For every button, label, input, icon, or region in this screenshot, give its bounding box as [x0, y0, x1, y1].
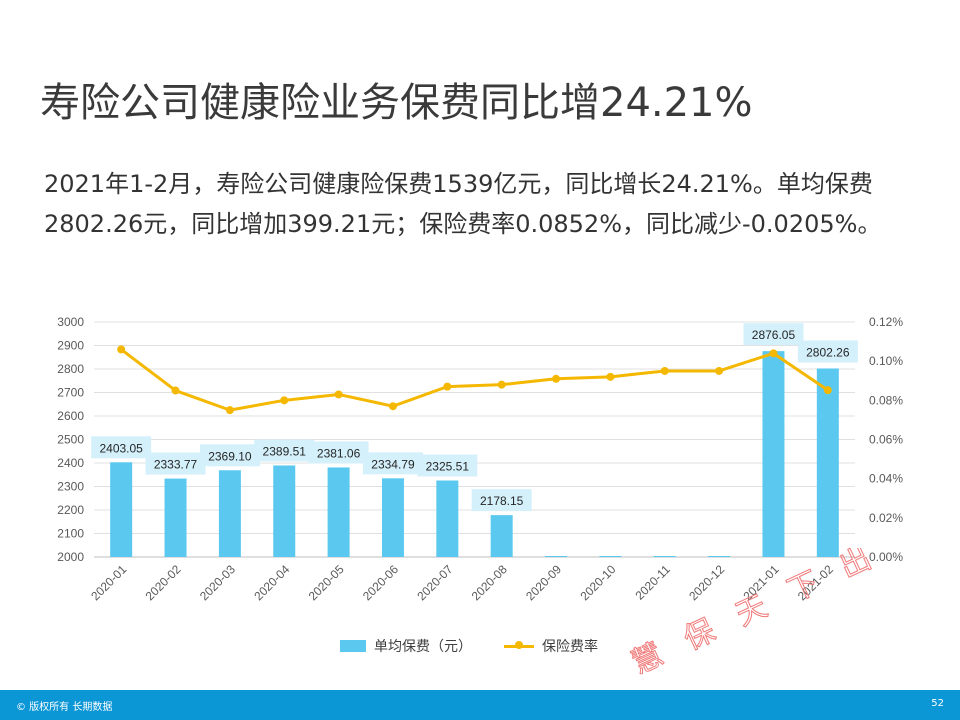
left-axis-tick-label: 2300 [57, 480, 84, 494]
bar-data-label: 2389.51 [263, 444, 307, 458]
page-number: 52 [931, 698, 944, 709]
rate-point [606, 372, 615, 381]
bar [273, 465, 296, 557]
bar [599, 556, 622, 557]
bar [164, 478, 187, 557]
bar-data-label: 2178.15 [480, 494, 524, 508]
bar [816, 368, 839, 557]
data-label-bg [471, 489, 532, 512]
x-axis-category-label: 2020-12 [686, 562, 727, 603]
x-axis-category-label: 2020-06 [360, 562, 401, 603]
left-axis-tick-label: 2900 [57, 339, 84, 353]
rate-point [660, 366, 669, 375]
x-axis-category-label: 2020-05 [306, 562, 347, 603]
rate-point [280, 396, 289, 405]
x-axis-category-label: 2020-09 [523, 562, 564, 603]
left-axis-tick-label: 3000 [57, 315, 84, 329]
rate-point [552, 374, 561, 383]
chart-legend: 单均保费（元） 保险费率 [340, 636, 630, 656]
rate-point [497, 380, 506, 389]
bar [762, 351, 785, 557]
left-axis-tick-label: 2500 [57, 433, 84, 447]
rate-point [117, 345, 126, 354]
right-axis-tick-label: 0.08% [869, 393, 903, 407]
combo-chart: 2000 2100 2200 2300 2400 2500 2600 2700 2800 2900… [57, 315, 903, 603]
bar-data-label: 2403.05 [99, 441, 143, 455]
legend-bar-label: 单均保费（元） [374, 639, 472, 655]
data-label-bg [308, 441, 369, 464]
data-label-bg [254, 439, 315, 462]
right-axis-tick-label: 0.06% [869, 433, 903, 447]
x-axis-category-label: 2021-02 [795, 562, 836, 603]
bar [490, 515, 513, 557]
legend-item-line: 保险费率 [504, 636, 598, 656]
rate-point [769, 349, 778, 358]
bar-data-label: 2334.79 [371, 457, 415, 471]
right-axis-tick-label: 0.12% [869, 315, 903, 329]
data-label-bg [797, 340, 858, 363]
bar-data-label: 2802.26 [806, 345, 850, 359]
x-axis-category-label: 2020-02 [143, 562, 184, 603]
left-axis-tick-label: 2600 [57, 409, 84, 423]
left-axis-tick-label: 2400 [57, 456, 84, 470]
bar [381, 478, 404, 557]
right-axis-tick-label: 0.02% [869, 511, 903, 525]
bar [327, 467, 350, 557]
rate-point [715, 366, 724, 375]
bar-data-label: 2876.05 [752, 328, 796, 342]
bar-data-label: 2325.51 [426, 460, 470, 474]
left-axis-tick-label: 2100 [57, 527, 84, 541]
right-axis-tick-label: 0.00% [869, 550, 903, 564]
rate-point [225, 406, 234, 415]
bar [708, 556, 731, 557]
x-axis-category-label: 2020-10 [577, 562, 618, 603]
bar-data-label: 2333.77 [154, 458, 198, 472]
footer-copyright: © 版权所有 长期数据 [16, 702, 113, 713]
legend-bar-swatch [340, 640, 366, 652]
rate-point [171, 386, 180, 395]
bar-data-label: 2381.06 [317, 446, 361, 460]
left-axis-tick-label: 2200 [57, 503, 84, 517]
rate-point [334, 390, 343, 399]
x-axis-category-label: 2020-11 [632, 562, 673, 603]
data-label-bg [199, 444, 260, 467]
legend-line-label: 保险费率 [542, 639, 598, 655]
footer-bar: © 版权所有 长期数据 52 [0, 690, 960, 720]
legend-line-swatch [504, 641, 534, 649]
bar [110, 462, 133, 557]
rate-line [120, 348, 829, 412]
bar [545, 556, 568, 557]
legend-item-bar: 单均保费（元） [340, 636, 472, 656]
watermark-char: 慧 [627, 637, 669, 681]
rate-point [388, 402, 397, 411]
x-axis-category-label: 2020-01 [88, 562, 129, 603]
bar [653, 556, 676, 557]
x-axis-category-label: 2021-01 [741, 562, 782, 603]
data-label-bg [362, 452, 423, 475]
bar [218, 470, 241, 557]
x-axis-category-label: 2020-03 [197, 562, 238, 603]
left-axis-tick-label: 2000 [57, 550, 84, 564]
bar [436, 480, 459, 557]
data-label-bg [145, 452, 206, 475]
bar-data-label: 2369.10 [208, 449, 252, 463]
left-axis-tick-label: 2700 [57, 386, 84, 400]
right-axis-tick-label: 0.10% [869, 354, 903, 368]
slide-description: 2021年1-2月，寿险公司健康险保费1539亿元，同比增长24.21%。单均保… [44, 170, 882, 238]
slide-title: 寿险公司健康险业务保费同比增24.21% [40, 80, 753, 126]
data-label-bg [417, 454, 478, 477]
data-label-bg [91, 436, 152, 459]
x-axis-category-label: 2020-08 [469, 562, 510, 603]
x-axis-category-label: 2020-07 [414, 562, 455, 603]
right-axis-tick-label: 0.04% [869, 472, 903, 486]
x-axis-category-label: 2020-04 [251, 562, 292, 603]
left-axis-tick-label: 2800 [57, 362, 84, 376]
data-label-bg [743, 323, 804, 346]
rate-point [443, 382, 452, 391]
rate-point [823, 386, 832, 395]
